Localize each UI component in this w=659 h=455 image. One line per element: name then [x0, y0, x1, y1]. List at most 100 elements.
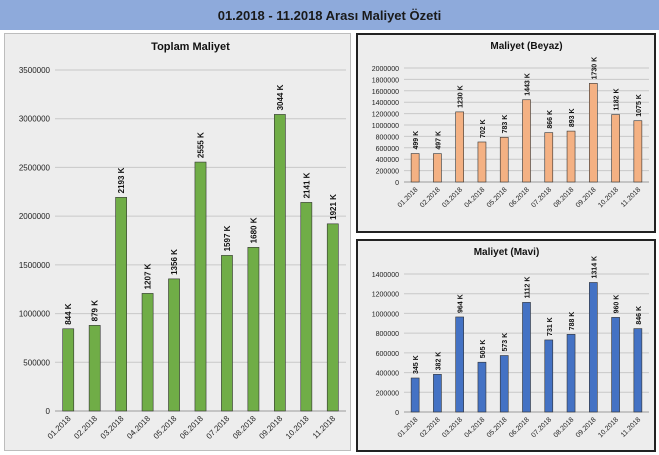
y-tick-label: 3000000	[19, 115, 51, 124]
bar-09.2018	[589, 83, 598, 183]
bar-03.2018	[115, 197, 127, 412]
data-label: 960 K	[614, 295, 621, 314]
x-tick-label: 05.2018	[486, 186, 509, 209]
chart-panel-toplam-maliyet: Toplam Maliyet 0 500000 1000000 1500000 20000…	[4, 33, 351, 451]
y-tick-label: 3500000	[19, 66, 51, 75]
bar-02.2018	[433, 374, 442, 413]
x-tick-label: 11.2018	[311, 414, 338, 441]
data-label: 382 K	[435, 352, 442, 371]
bar-03.2018	[455, 316, 464, 413]
x-tick-label: 04.2018	[464, 186, 487, 209]
data-label: 1230 K	[458, 85, 465, 108]
y-tick-label: 1400000	[372, 100, 399, 107]
data-label: 1075 K	[636, 94, 643, 117]
y-tick-label: 1500000	[19, 261, 51, 270]
x-tick-label: 05.2018	[152, 414, 179, 441]
x-tick-label: 03.2018	[99, 414, 126, 441]
x-tick-label: 11.2018	[620, 416, 643, 439]
bar-08.2018	[566, 130, 576, 183]
x-tick-label: 08.2018	[553, 186, 576, 209]
data-label: 2141 K	[302, 172, 311, 198]
bar-09.2018	[274, 114, 286, 412]
data-label: 702 K	[480, 119, 487, 138]
x-tick-label: 09.2018	[257, 414, 284, 441]
data-label: 1314 K	[591, 256, 598, 279]
x-tick-label: 03.2018	[441, 416, 464, 439]
y-tick-label: 600000	[376, 146, 399, 153]
y-tick-label: 2000000	[372, 66, 399, 73]
page-title: 01.2018 - 11.2018 Arası Maliyet Özeti	[217, 7, 442, 23]
bar-07.2018	[221, 255, 233, 412]
x-tick-label: 06.2018	[508, 416, 531, 439]
x-tick-label: 08.2018	[231, 414, 258, 441]
bar-10.2018	[611, 114, 620, 183]
y-tick-label: 500000	[23, 358, 50, 367]
data-label: 783 K	[502, 115, 509, 134]
data-label: 1443 K	[525, 73, 532, 96]
y-tick-label: 2500000	[19, 163, 51, 172]
y-tick-label: 400000	[376, 157, 399, 164]
y-tick-label: 2000000	[19, 212, 51, 221]
x-tick-label: 07.2018	[205, 414, 232, 441]
x-tick-label: 10.2018	[284, 414, 311, 441]
x-tick-label: 06.2018	[508, 186, 531, 209]
bar-06.2018	[194, 161, 207, 412]
bar-11.2018	[633, 328, 643, 413]
x-tick-label: 02.2018	[419, 186, 442, 209]
y-tick-label: 800000	[376, 331, 399, 338]
data-label: 497 K	[435, 131, 442, 150]
bar-08.2018	[566, 334, 576, 413]
x-tick-label: 09.2018	[575, 416, 598, 439]
data-label: 505 K	[480, 340, 487, 359]
chart-title: Toplam Maliyet	[151, 41, 230, 53]
x-tick-label: 01.2018	[46, 414, 73, 441]
x-tick-label: 04.2018	[125, 414, 152, 441]
data-label: 499 K	[413, 131, 420, 150]
chart-maliyet-beyaz: Maliyet (Beyaz) 0 200000 400000 600000 800000…	[372, 41, 649, 209]
bar-10.2018	[300, 202, 313, 412]
data-label: 731 K	[547, 317, 554, 336]
y-tick-label: 0	[46, 407, 51, 416]
x-tick-label: 10.2018	[597, 416, 620, 439]
y-tick-label: 1200000	[372, 292, 399, 299]
data-label: 1112 K	[525, 277, 532, 299]
bar-11.2018	[326, 223, 339, 412]
x-tick-label: 10.2018	[597, 186, 620, 209]
data-label: 866 K	[547, 110, 554, 129]
y-tick-label: 0	[395, 180, 399, 187]
data-label: 345 K	[413, 355, 420, 374]
data-label: 844 K	[64, 303, 73, 325]
x-tick-label: 08.2018	[553, 416, 576, 439]
y-tick-label: 800000	[376, 134, 399, 141]
bar-02.2018	[433, 153, 442, 183]
y-tick-label: 1200000	[372, 112, 399, 119]
data-label: 1597 K	[223, 225, 232, 251]
bar-10.2018	[611, 317, 620, 413]
data-label: 2193 K	[117, 167, 126, 193]
x-tick-label: 06.2018	[178, 414, 205, 441]
x-tick-label: 02.2018	[419, 416, 442, 439]
x-tick-label: 02.2018	[72, 414, 99, 441]
y-tick-label: 600000	[376, 351, 399, 358]
bar-11.2018	[633, 120, 643, 183]
bar-01.2018	[410, 153, 420, 183]
x-tick-label: 01.2018	[397, 416, 420, 439]
bar-06.2018	[522, 99, 531, 183]
chart-title: Maliyet (Mavi)	[474, 247, 540, 258]
x-tick-label: 07.2018	[530, 416, 553, 439]
bar-01.2018	[62, 328, 75, 412]
bar-04.2018	[477, 141, 487, 183]
bar-05.2018	[499, 137, 509, 183]
bar-06.2018	[522, 302, 531, 413]
x-tick-label: 09.2018	[575, 186, 598, 209]
bar-07.2018	[544, 132, 554, 183]
data-label: 1730 K	[591, 57, 598, 80]
chart-panel-maliyet-beyaz: Maliyet (Beyaz) 0 200000 400000 600000 800000…	[356, 33, 656, 233]
data-label: 1207 K	[144, 263, 153, 289]
y-tick-label: 1400000	[372, 272, 399, 279]
x-tick-label: 07.2018	[530, 186, 553, 209]
y-tick-label: 1800000	[372, 77, 399, 84]
data-label: 846 K	[636, 306, 643, 325]
data-label: 3044 K	[276, 84, 285, 110]
y-tick-label: 1000000	[19, 310, 51, 319]
